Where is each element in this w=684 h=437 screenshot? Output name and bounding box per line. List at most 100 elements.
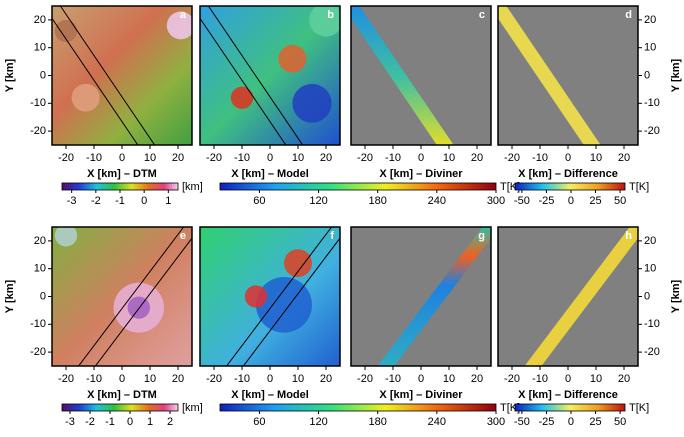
- colorbar-tick-label: -3: [65, 416, 75, 428]
- colorbar-tick-label: -25: [538, 195, 554, 207]
- x-tick-label: 10: [443, 152, 455, 164]
- panel-letter: d: [625, 9, 632, 21]
- colorbar-tick-label: 240: [428, 195, 446, 207]
- y-tick-label: 10: [34, 42, 46, 54]
- x-tick-label: 10: [443, 373, 455, 385]
- panel-image: [192, 3, 343, 150]
- colorbar-tick-label: 60: [253, 416, 265, 428]
- panel-image: [490, 6, 638, 151]
- colorbar-tick-label: -25: [538, 416, 554, 428]
- y-tick-label: 20: [644, 235, 656, 247]
- x-tick-label: -20: [206, 373, 222, 385]
- y-tick-label: 0: [40, 69, 46, 81]
- colorbar-tick-label: 120: [309, 195, 327, 207]
- colorbar-unit: [km]: [182, 402, 203, 414]
- panel-image: [351, 227, 499, 372]
- x-tick-label: 0: [418, 373, 424, 385]
- x-tick-label: 0: [565, 373, 571, 385]
- x-axis-label: X [km] – Difference: [518, 168, 618, 180]
- y-tick-label: 20: [34, 14, 46, 26]
- colorbar-tick-label: -50: [514, 195, 530, 207]
- y-tick-label: 20: [644, 14, 656, 26]
- colorbar-tick-label: 0: [568, 195, 574, 207]
- x-tick-label: -10: [385, 373, 401, 385]
- x-tick-label: -10: [86, 152, 102, 164]
- x-tick-label: 20: [618, 152, 630, 164]
- colorbar-tick-label: -1: [115, 195, 125, 207]
- x-tick-label: -10: [234, 373, 250, 385]
- x-tick-label: 20: [471, 152, 483, 164]
- panel-letter: e: [180, 230, 186, 242]
- x-tick-label: -10: [86, 373, 102, 385]
- colorbar-tick-label: 0: [127, 416, 133, 428]
- x-tick-label: -20: [504, 373, 520, 385]
- colorbar-tick-label: 25: [589, 195, 601, 207]
- y-tick-label: -20: [644, 346, 660, 358]
- x-tick-label: 20: [471, 373, 483, 385]
- x-tick-label: -20: [357, 373, 373, 385]
- y-tick-label: -20: [30, 125, 46, 137]
- y-tick-label: 10: [644, 42, 656, 54]
- x-tick-label: -10: [234, 152, 250, 164]
- figure: a-20-1001020X [km] – DTM-20-1001020Y [km…: [0, 0, 684, 432]
- colorbar-tick-label: 50: [614, 416, 626, 428]
- colorbar: [62, 183, 178, 190]
- y-tick-label: -20: [30, 346, 46, 358]
- y-tick-label: 20: [34, 235, 46, 247]
- y-tick-label: -10: [30, 318, 46, 330]
- y-tick-label: -10: [644, 97, 660, 109]
- panel-letter: b: [327, 9, 334, 21]
- y-tick-label: 0: [644, 290, 650, 302]
- terrain-feature: [245, 285, 267, 307]
- colorbar-tick-label: -3: [67, 195, 77, 207]
- colorbar: [220, 183, 496, 190]
- colorbar-tick-label: 25: [589, 416, 601, 428]
- y-axis-label: Y [km]: [670, 58, 682, 92]
- terrain-feature: [128, 297, 150, 319]
- y-tick-label: -20: [644, 125, 660, 137]
- x-axis-label: X [km] – Diviner: [379, 389, 463, 401]
- x-tick-label: -10: [385, 152, 401, 164]
- colorbar-tick-label: 0: [141, 195, 147, 207]
- panel-letter: g: [478, 230, 485, 242]
- colorbar-tick-label: -50: [514, 416, 530, 428]
- x-tick-label: -20: [58, 152, 74, 164]
- panel-letter: h: [625, 230, 632, 242]
- y-axis-label: Y [km]: [4, 279, 16, 313]
- y-axis-label: Y [km]: [4, 58, 16, 92]
- terrain-feature: [284, 249, 312, 277]
- colorbar-tick-label: 300: [487, 195, 505, 207]
- x-tick-label: 20: [320, 152, 332, 164]
- x-tick-label: 10: [590, 152, 602, 164]
- panel-image: [44, 6, 195, 151]
- colorbar-tick-label: -1: [105, 416, 115, 428]
- colorbar-unit: T[K]: [629, 402, 649, 414]
- x-tick-label: 20: [320, 373, 332, 385]
- x-axis-label: X [km] – Diviner: [379, 168, 463, 180]
- x-tick-label: 10: [590, 373, 602, 385]
- colorbar-unit: [km]: [182, 181, 203, 193]
- panel-letter: a: [180, 9, 187, 21]
- x-tick-label: -10: [532, 373, 548, 385]
- x-tick-label: -20: [357, 152, 373, 164]
- colorbar-tick-label: 0: [568, 416, 574, 428]
- x-tick-label: 10: [292, 152, 304, 164]
- colorbar: [220, 404, 496, 411]
- x-tick-label: 10: [144, 373, 156, 385]
- x-tick-label: 0: [418, 152, 424, 164]
- terrain-feature: [231, 87, 253, 109]
- colorbar-unit: T[K]: [629, 181, 649, 193]
- x-tick-label: 0: [565, 152, 571, 164]
- colorbar-tick-label: 300: [487, 416, 505, 428]
- x-axis-label: X [km] – DTM: [87, 168, 157, 180]
- x-tick-label: -10: [532, 152, 548, 164]
- y-tick-label: 10: [34, 263, 46, 275]
- y-tick-label: -10: [644, 318, 660, 330]
- y-tick-label: 10: [644, 263, 656, 275]
- colorbar-tick-label: 60: [253, 195, 265, 207]
- colorbar-tick-label: 2: [167, 416, 173, 428]
- colorbar-tick-label: 1: [165, 195, 171, 207]
- colorbar-tick-label: 180: [369, 195, 387, 207]
- y-tick-label: 0: [644, 69, 650, 81]
- x-tick-label: 0: [119, 373, 125, 385]
